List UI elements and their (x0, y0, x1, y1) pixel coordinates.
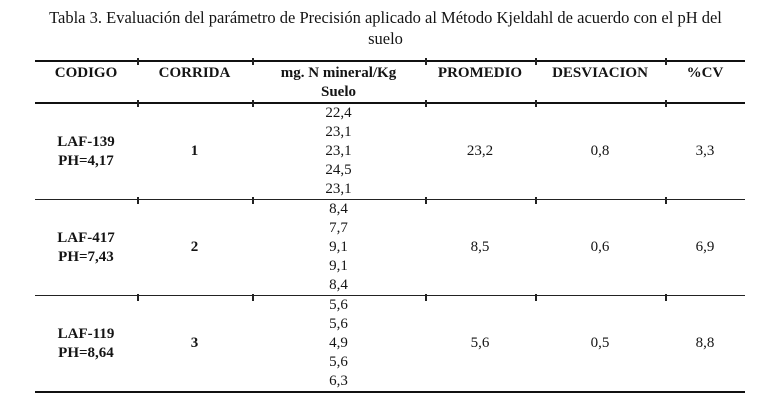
column-border-tick (425, 58, 427, 65)
measurement-value: 23,1 (325, 124, 352, 140)
table-row-laf-417: LAF-417 PH=7,43 2 8,4 7,7 9,1 9,1 8,4 8,… (35, 200, 745, 296)
measurement-value: 6,3 (329, 373, 348, 389)
table-caption-line1: Tabla 3. Evaluación del parámetro de Pre… (49, 8, 722, 27)
column-header-promedio: PROMEDIO (437, 65, 523, 81)
column-border-tick (535, 58, 537, 65)
mean-value: 23,2 (466, 143, 494, 159)
measurement-value: 7,7 (329, 220, 348, 236)
run-number: 3 (190, 335, 199, 351)
code-cell: LAF-417 PH=7,43 (35, 200, 137, 296)
cv-percent-value: 8,8 (695, 335, 715, 351)
precision-evaluation-table: CODIGO CORRIDA mg. N mineral/Kg Suelo PR… (35, 60, 745, 393)
column-border-tick (665, 58, 667, 65)
measurement-value: 4,9 (329, 335, 348, 351)
sample-code: LAF-417 (57, 229, 115, 246)
measurement-value: 22,4 (325, 105, 352, 121)
column-header-desviacion: DESVIACION (552, 65, 648, 81)
column-border-tick (252, 100, 254, 107)
measurement-values: 22,4 23,1 23,1 24,5 23,1 (252, 103, 425, 200)
measurement-value: 5,6 (329, 297, 348, 313)
column-header-corrida: CORRIDA (158, 65, 231, 81)
measurement-value: 8,4 (329, 277, 348, 293)
sample-ph: PH=4,17 (58, 152, 114, 169)
code-cell: LAF-139 PH=4,17 (35, 103, 137, 200)
column-border-tick (137, 100, 139, 107)
column-header-mg-line2: Suelo (320, 84, 356, 100)
table-caption-line2: suelo (368, 29, 403, 48)
cv-percent-value: 3,3 (695, 143, 715, 159)
code-cell: LAF-119 PH=8,64 (35, 296, 137, 393)
run-number: 1 (190, 143, 199, 159)
measurement-value: 23,1 (325, 181, 352, 197)
column-border-tick (425, 197, 427, 204)
measurement-value: 5,6 (329, 316, 348, 332)
column-border-tick (137, 294, 139, 301)
column-border-tick (252, 58, 254, 65)
data-table-container: CODIGO CORRIDA mg. N mineral/Kg Suelo PR… (35, 58, 745, 393)
column-border-tick (665, 197, 667, 204)
column-border-tick (535, 294, 537, 301)
sample-code: LAF-119 (57, 325, 115, 342)
run-number: 2 (190, 239, 199, 255)
cv-percent-value: 6,9 (695, 239, 715, 255)
measurement-values: 8,4 7,7 9,1 9,1 8,4 (252, 200, 425, 296)
column-header-mg-line1: mg. N mineral/Kg (280, 65, 397, 81)
measurement-values: 5,6 5,6 4,9 5,6 6,3 (252, 296, 425, 393)
std-deviation-value: 0,5 (590, 335, 610, 351)
column-border-tick (252, 294, 254, 301)
column-border-tick (137, 197, 139, 204)
measurement-value: 8,4 (329, 201, 348, 217)
column-header-cv: %CV (686, 65, 724, 81)
measurement-value: 5,6 (329, 354, 348, 370)
mean-value: 5,6 (470, 335, 490, 351)
column-border-tick (425, 294, 427, 301)
header-row: CODIGO CORRIDA mg. N mineral/Kg Suelo PR… (35, 61, 745, 103)
column-header-mg-n-mineral: mg. N mineral/Kg Suelo (252, 61, 425, 103)
sample-ph: PH=8,64 (58, 344, 114, 361)
table-row-laf-119: LAF-119 PH=8,64 3 5,6 5,6 4,9 5,6 6,3 5,… (35, 296, 745, 393)
column-border-tick (665, 294, 667, 301)
std-deviation-value: 0,8 (590, 143, 610, 159)
column-border-tick (535, 100, 537, 107)
measurement-value: 9,1 (329, 239, 348, 255)
sample-code: LAF-139 (57, 133, 115, 150)
sample-ph: PH=7,43 (58, 248, 114, 265)
table-caption: Tabla 3. Evaluación del parámetro de Pre… (0, 0, 771, 49)
column-header-codigo: CODIGO (54, 65, 118, 81)
column-border-tick (252, 197, 254, 204)
table-row-laf-139: LAF-139 PH=4,17 1 22,4 23,1 23,1 24,5 23… (35, 103, 745, 200)
column-border-tick (665, 100, 667, 107)
column-border-tick (535, 197, 537, 204)
std-deviation-value: 0,6 (590, 239, 610, 255)
column-border-tick (425, 100, 427, 107)
mean-value: 8,5 (470, 239, 490, 255)
column-border-tick (137, 58, 139, 65)
measurement-value: 9,1 (329, 258, 348, 274)
measurement-value: 23,1 (325, 143, 352, 159)
measurement-value: 24,5 (325, 162, 352, 178)
